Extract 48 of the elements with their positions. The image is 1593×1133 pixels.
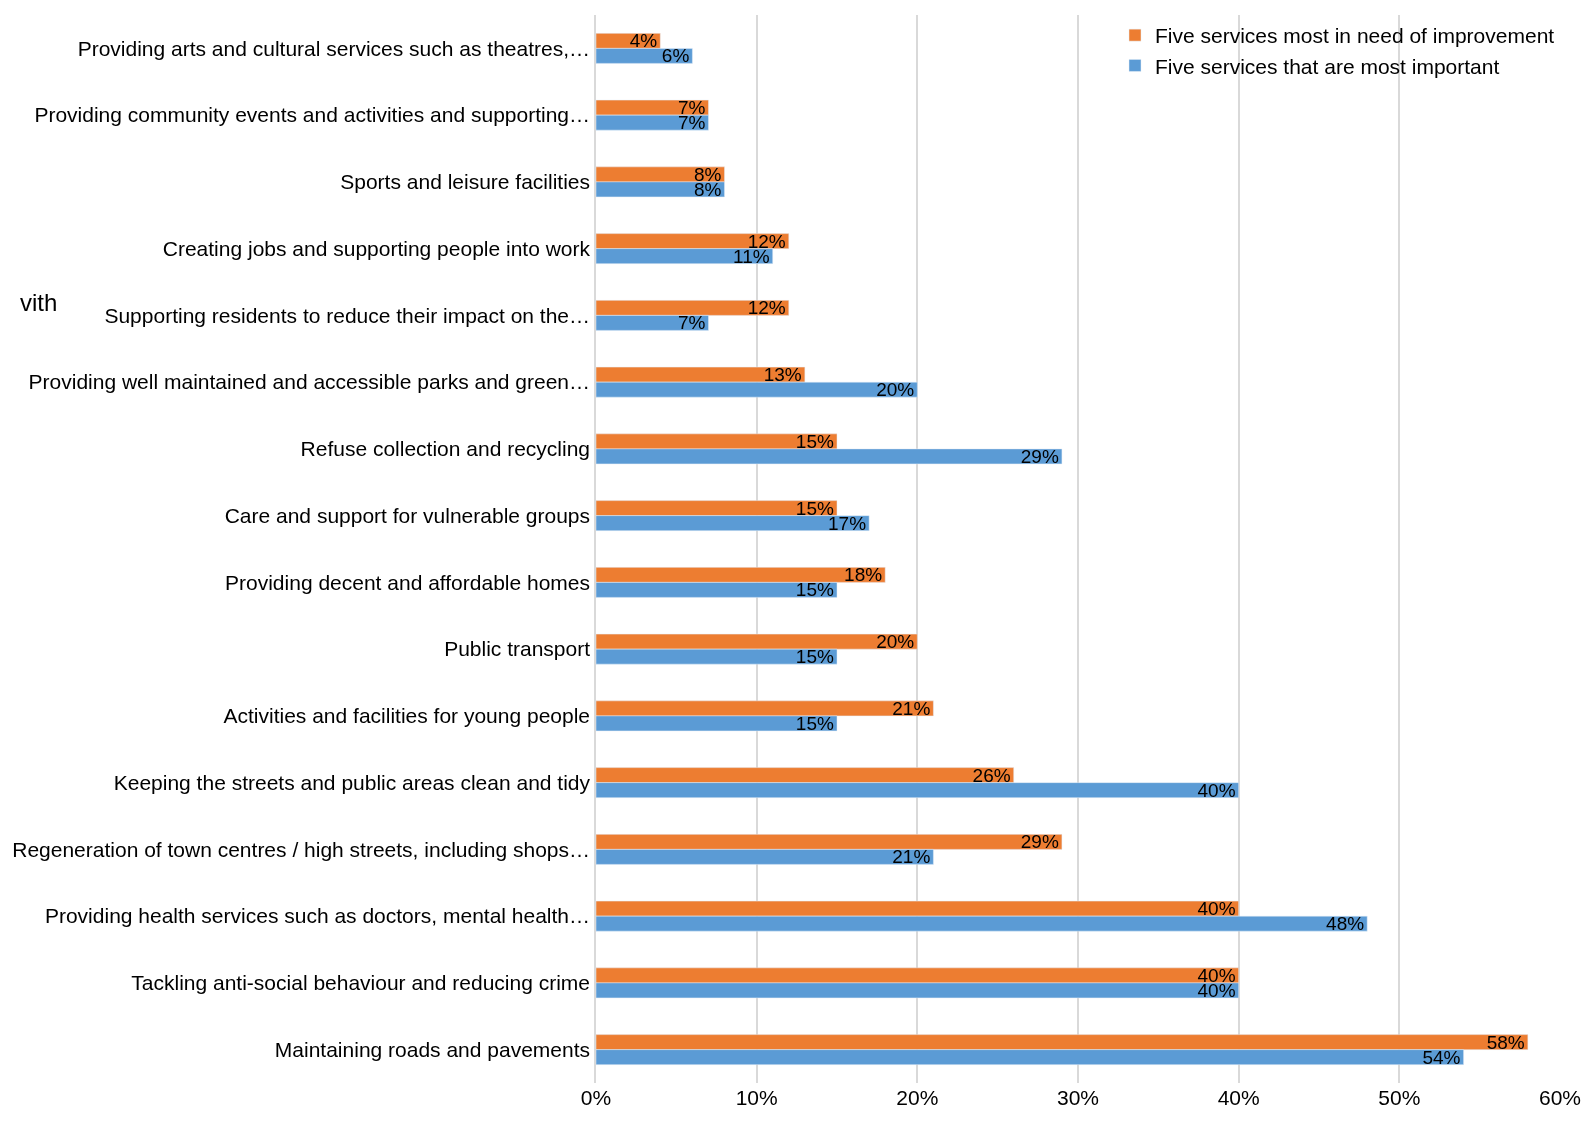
legend-label: Five services most in need of improvement [1155,24,1555,48]
data-label: 20% [876,379,915,401]
y-tick-label: Regeneration of town centres / high streets, including shops… [12,837,591,861]
data-label: 15% [795,712,834,734]
data-label: 15% [795,646,834,668]
y-tick-label: Providing decent and affordable homes [225,570,591,594]
x-tick-label: 40% [1217,1086,1260,1109]
data-label: 29% [1020,831,1059,853]
data-label: 6% [661,45,690,67]
data-label: 40% [1197,779,1236,801]
x-tick-label: 0% [580,1086,612,1109]
y-tick-label: Care and support for vulnerable groups [224,503,591,527]
x-tick-label: 50% [1378,1086,1421,1109]
data-label: 26% [972,764,1011,786]
data-label: 29% [1020,445,1059,467]
y-tick-label: Providing health services such as doctors, mental health… [44,904,591,928]
x-tick-label: 20% [896,1086,939,1109]
data-label: 13% [763,364,802,386]
data-label: 54% [1422,1046,1461,1068]
data-label: 15% [795,579,834,601]
y-tick-label: Creating jobs and supporting people into work [162,236,591,260]
y-tick-label: Providing community events and activities and supporting… [34,103,591,127]
y-tick-label: Providing well maintained and accessible parks and green… [28,370,591,394]
data-label: 15% [795,430,834,452]
data-label: 48% [1326,913,1365,935]
x-tick-label: 30% [1056,1086,1100,1109]
data-label: 21% [892,846,931,868]
y-tick-label: Activities and facilities for young people [223,704,591,728]
data-label: 21% [892,697,931,719]
y-tick-label: Providing arts and cultural services such as theatres,… [77,36,591,60]
text: vith [20,289,58,316]
data-label: 18% [844,564,883,586]
y-tick-label: Keeping the streets and public areas clean and tidy [113,770,591,794]
y-tick-label: Maintaining roads and pavements [274,1037,591,1061]
data-label: 58% [1486,1031,1525,1053]
data-label: 7% [677,312,706,334]
x-tick-label: 60% [1538,1086,1582,1109]
y-tick-label: Tackling anti-social behaviour and reducing crime [131,971,591,995]
y-tick-label: Public transport [444,637,591,661]
y-tick-label: Supporting residents to reduce their impact on the… [104,303,591,327]
x-tick-label: 10% [735,1086,778,1109]
data-label: 40% [1197,898,1236,920]
y-tick-label: Refuse collection and recycling [300,437,591,461]
data-label: 4% [629,30,658,52]
legend-label: Five services that are most important [1155,54,1500,78]
data-label: 12% [747,297,786,319]
y-tick-label: Sports and leisure facilities [340,170,591,194]
data-label: 20% [876,631,915,653]
